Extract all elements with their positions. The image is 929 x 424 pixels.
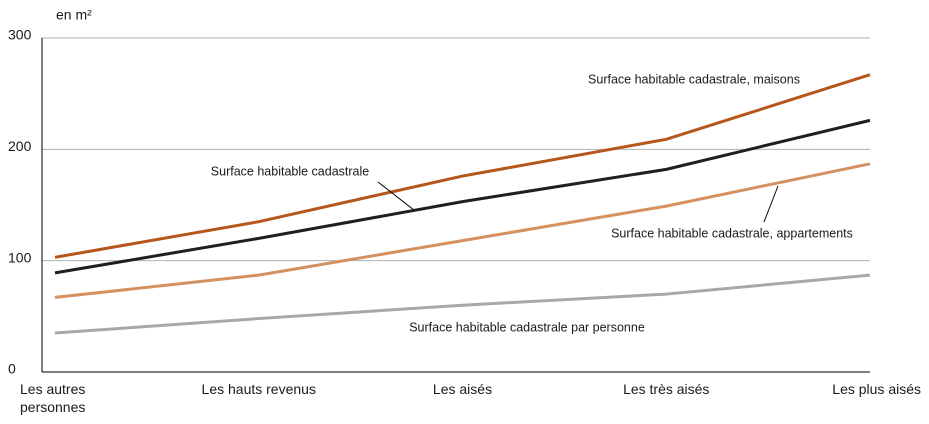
y-tick-label: 0 (8, 361, 16, 377)
line (54, 118, 871, 275)
leader-line (763, 185, 779, 223)
line (54, 162, 871, 299)
unit-label: en m² (56, 7, 92, 23)
annotation: Surface habitable cadastrale, maisons (588, 72, 800, 86)
x-tick-label: Les très aisés (623, 381, 710, 397)
x-tick-label: Les hauts revenus (201, 381, 316, 397)
y-tick-label: 200 (8, 138, 32, 154)
leader-line (377, 181, 415, 211)
annotation: Surface habitable cadastrale par personn… (409, 320, 645, 334)
annotation: Surface habitable cadastrale, appartemen… (611, 226, 853, 240)
x-tick-label: Les aisés (432, 381, 493, 397)
line (54, 273, 871, 335)
annotation: Surface habitable cadastrale (211, 164, 369, 178)
x-tick-label: Les plus aisés (832, 381, 921, 397)
y-tick-label: 300 (8, 27, 32, 43)
line (54, 73, 871, 259)
y-tick-label: 100 (8, 249, 32, 265)
x-tick-label: Les autres personnes (20, 381, 86, 415)
